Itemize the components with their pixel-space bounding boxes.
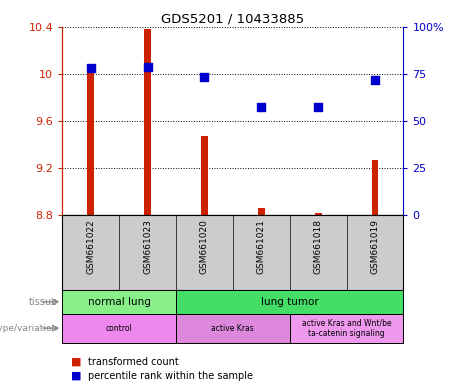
Text: genotype/variation: genotype/variation <box>0 324 58 333</box>
Text: active Kras and Wnt/be
ta-catenin signaling: active Kras and Wnt/be ta-catenin signal… <box>301 318 391 338</box>
Bar <box>62 290 176 314</box>
Point <box>144 64 151 70</box>
Point <box>87 65 95 71</box>
Bar <box>144 29 151 215</box>
Bar <box>258 208 265 215</box>
Bar <box>176 314 290 343</box>
Bar <box>176 290 403 314</box>
Text: GSM661020: GSM661020 <box>200 219 209 274</box>
Text: control: control <box>106 324 132 333</box>
Text: GSM661021: GSM661021 <box>257 219 266 274</box>
Text: ■: ■ <box>71 371 82 381</box>
Point <box>258 104 265 110</box>
Title: GDS5201 / 10433885: GDS5201 / 10433885 <box>161 13 304 26</box>
Point <box>371 77 378 83</box>
Text: active Kras: active Kras <box>212 324 254 333</box>
Text: normal lung: normal lung <box>88 297 151 307</box>
Text: transformed count: transformed count <box>88 357 178 367</box>
Bar <box>290 314 403 343</box>
Text: percentile rank within the sample: percentile rank within the sample <box>88 371 253 381</box>
Bar <box>62 314 176 343</box>
Text: GSM661019: GSM661019 <box>371 219 379 274</box>
Bar <box>372 160 378 215</box>
Text: lung tumor: lung tumor <box>261 297 319 307</box>
Text: GSM661022: GSM661022 <box>86 219 95 273</box>
Point <box>201 74 208 81</box>
Text: ■: ■ <box>71 357 82 367</box>
Point <box>314 104 322 110</box>
Text: GSM661023: GSM661023 <box>143 219 152 274</box>
Bar <box>201 136 208 215</box>
Text: GSM661018: GSM661018 <box>313 219 323 274</box>
Text: tissue: tissue <box>29 297 58 307</box>
Bar <box>87 66 94 215</box>
Bar <box>315 213 321 215</box>
